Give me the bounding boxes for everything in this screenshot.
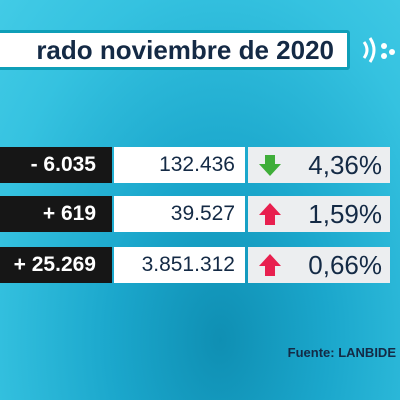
row: + 619 39.527 1,59% — [0, 196, 392, 232]
row: - 6.035 132.436 4,36% — [0, 147, 392, 183]
change: + 25.269 — [0, 247, 112, 283]
arrow-up — [259, 254, 281, 276]
percent: 0,66% — [308, 250, 382, 280]
title-box — [0, 30, 350, 70]
total: 3.851.312 — [114, 247, 245, 283]
change: - 6.035 — [0, 147, 112, 183]
row: + 25.269 3.851.312 0,66% — [0, 247, 392, 283]
percent: 1,59% — [308, 199, 382, 229]
arrow-up — [259, 203, 281, 225]
source: Fuente: LANBIDE — [287, 345, 396, 360]
arrow-down — [259, 155, 281, 176]
title: rado noviembre de 2020 — [36, 35, 334, 65]
percent: 4,36% — [308, 150, 382, 180]
total: 39.527 — [114, 196, 245, 232]
logo — [362, 37, 395, 63]
total: 132.436 — [114, 147, 245, 183]
change: + 619 — [0, 196, 112, 232]
